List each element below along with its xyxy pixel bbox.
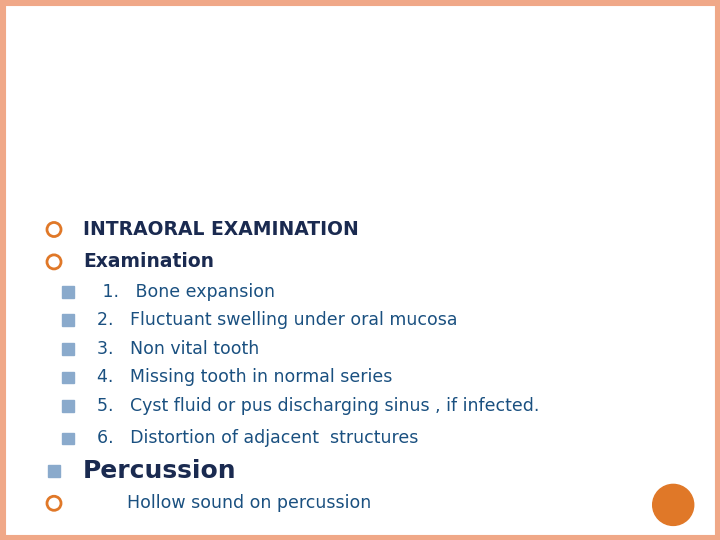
Text: 2.   Fluctuant swelling under oral mucosa: 2. Fluctuant swelling under oral mucosa [97, 311, 458, 329]
Text: 5.   Cyst fluid or pus discharging sinus , if infected.: 5. Cyst fluid or pus discharging sinus ,… [97, 397, 539, 415]
Text: 4.   Missing tooth in normal series: 4. Missing tooth in normal series [97, 368, 392, 387]
FancyBboxPatch shape [48, 465, 60, 477]
Text: INTRAORAL EXAMINATION: INTRAORAL EXAMINATION [83, 220, 359, 239]
Text: 3.   Non vital tooth: 3. Non vital tooth [97, 340, 259, 358]
FancyBboxPatch shape [63, 314, 74, 326]
Text: 6.   Distortion of adjacent  structures: 6. Distortion of adjacent structures [97, 429, 418, 448]
Text: 1.   Bone expansion: 1. Bone expansion [97, 282, 275, 301]
FancyBboxPatch shape [63, 400, 74, 412]
Text: Examination: Examination [83, 252, 214, 272]
Ellipse shape [653, 484, 694, 525]
FancyBboxPatch shape [63, 343, 74, 355]
FancyBboxPatch shape [63, 286, 74, 298]
FancyBboxPatch shape [63, 372, 74, 383]
FancyBboxPatch shape [63, 433, 74, 444]
Text: Percussion: Percussion [83, 459, 236, 483]
Text: Hollow sound on percussion: Hollow sound on percussion [83, 494, 371, 512]
